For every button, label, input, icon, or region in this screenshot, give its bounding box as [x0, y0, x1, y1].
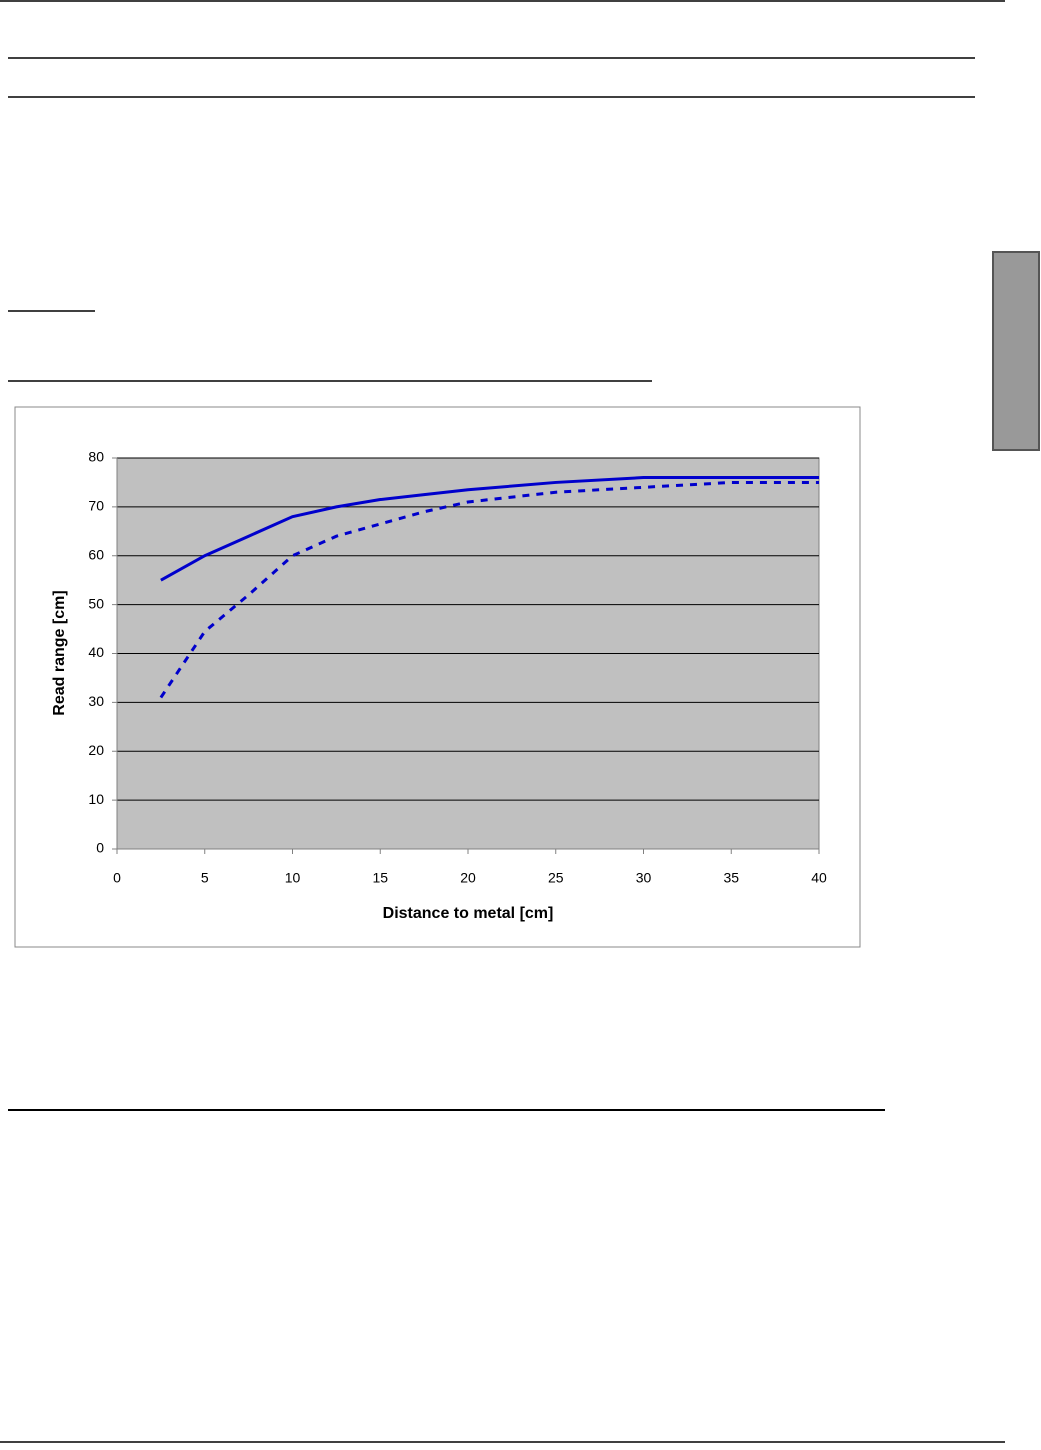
chart: Distance to metal [cm] Read range [cm] 0… — [51, 449, 827, 923]
x-tick-label: 15 — [372, 870, 388, 886]
y-tick-label: 50 — [88, 595, 104, 611]
data-line — [159, 480, 819, 699]
x-tick-label: 10 — [285, 870, 301, 886]
x-axis-label: Distance to metal [cm] — [383, 905, 554, 922]
y-tick-label: 80 — [88, 449, 104, 465]
y-tick-label: 70 — [88, 498, 104, 514]
y-tick-label: 40 — [88, 644, 104, 660]
y-tick-label: 60 — [88, 546, 104, 562]
x-tick-label: 30 — [636, 870, 652, 886]
x-tick-label: 20 — [460, 870, 476, 886]
side-tab — [992, 251, 1040, 451]
x-tick-label: 5 — [201, 870, 209, 886]
x-tick-label: 40 — [811, 870, 827, 886]
y-axis-label: Read range [cm] — [51, 590, 68, 715]
y-tick-label: 0 — [96, 840, 104, 856]
y-tick-label: 30 — [88, 693, 104, 709]
y-tick-label: 20 — [88, 742, 104, 758]
y-tick-label: 10 — [88, 791, 104, 807]
x-tick-label: 25 — [548, 870, 564, 886]
x-tick-label: 35 — [723, 870, 739, 886]
x-tick-label: 0 — [113, 870, 121, 886]
data-line — [160, 476, 819, 582]
